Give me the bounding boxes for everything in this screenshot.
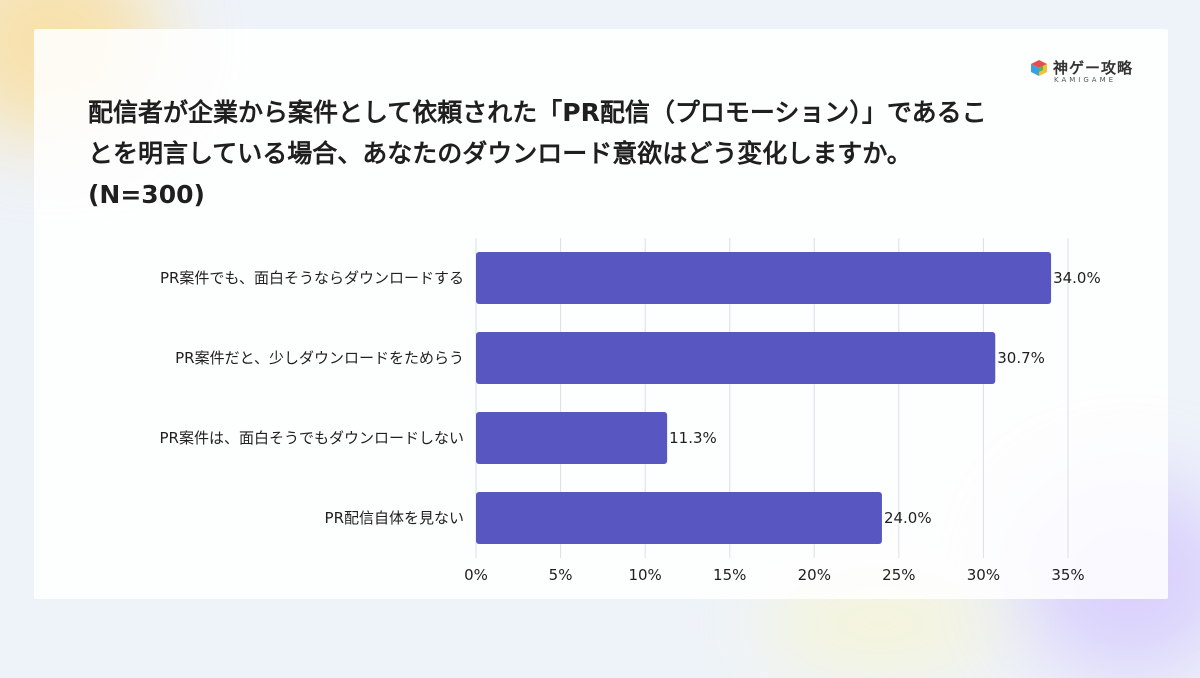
x-tick-label: 25% (882, 566, 915, 584)
data-label: 11.3% (669, 429, 717, 447)
x-tick-label: 20% (798, 566, 831, 584)
x-tick-label: 0% (464, 566, 488, 584)
category-label: PR案件でも、面白そうならダウンロードする (160, 269, 464, 287)
bar (476, 492, 882, 544)
chart-title: 配信者が企業から案件として依頼された「PR配信（プロモーション）」であるこ とを… (88, 92, 1118, 215)
brand-logo: 神ゲー攻略 KAMIGAME (1030, 56, 1150, 86)
bar (476, 332, 996, 384)
bar-chart: 0% 5% 10% 15% 20% 25% 30% 35% PR案件でも、面白そうならダウンロー… (160, 238, 1101, 584)
bar (476, 412, 668, 464)
logo-subtext: KAMIGAME (1054, 76, 1117, 84)
bar (476, 252, 1052, 304)
x-tick-label: 10% (628, 566, 661, 584)
cube-logo-icon (1031, 60, 1047, 76)
data-label: 24.0% (884, 509, 932, 527)
data-label: 30.7% (997, 349, 1045, 367)
title-line-3: (N=300) (88, 180, 205, 209)
x-tick-label: 30% (967, 566, 1000, 584)
title-line-1: 配信者が企業から案件として依頼された「PR配信（プロモーション）」であるこ (88, 98, 987, 127)
x-tick-label: 15% (713, 566, 746, 584)
x-tick-label: 5% (549, 566, 573, 584)
category-label: PR案件は、面白そうでもダウンロードしない (160, 429, 464, 447)
category-label: PR配信自体を見ない (325, 509, 464, 527)
data-label: 34.0% (1053, 269, 1101, 287)
x-tick-label: 35% (1051, 566, 1084, 584)
category-label: PR案件だと、少しダウンロードをためらう (175, 349, 464, 367)
logo-text: 神ゲー攻略 (1053, 59, 1134, 77)
title-line-2: とを明言している場合、あなたのダウンロード意欲はどう変化しますか。 (88, 139, 912, 168)
